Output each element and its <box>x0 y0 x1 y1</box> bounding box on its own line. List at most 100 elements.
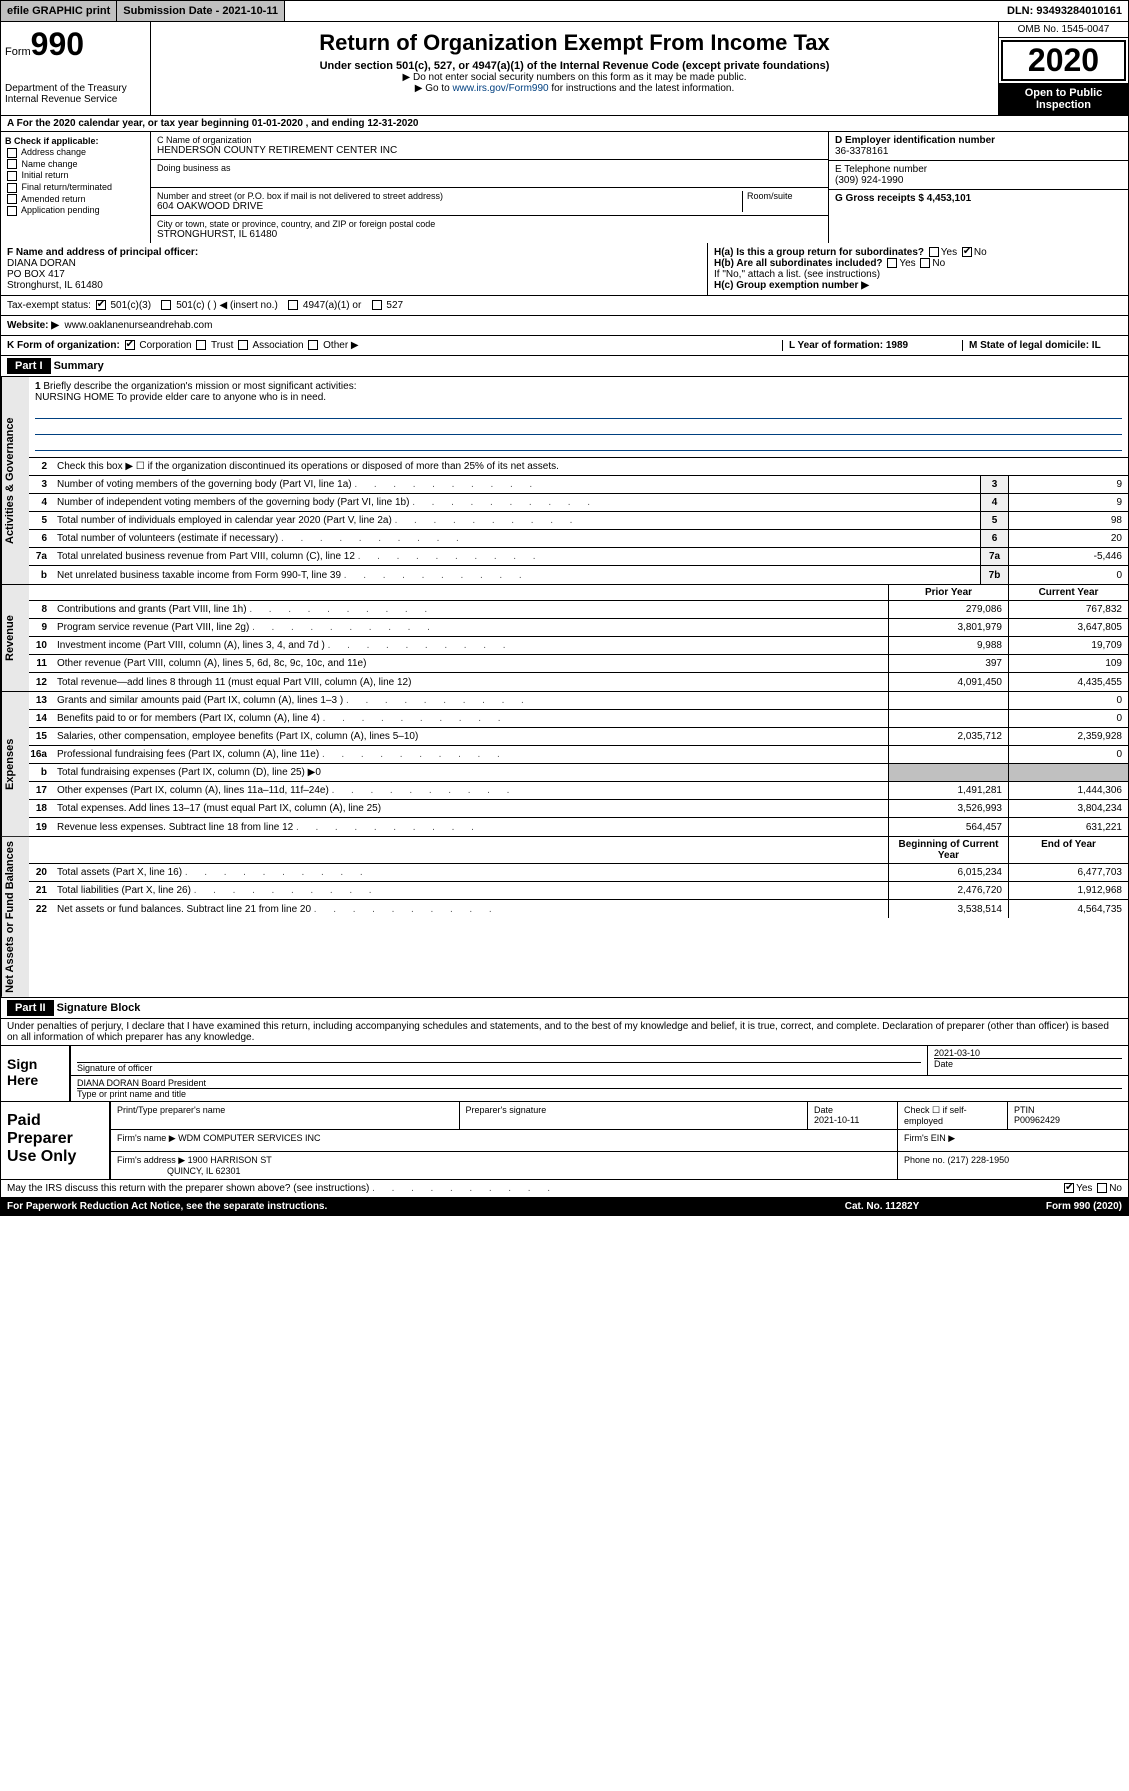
dba-cell: Doing business as <box>151 160 828 188</box>
kform-row: K Form of organization: Corporation Trus… <box>0 336 1129 356</box>
line-7a: Total unrelated business revenue from Pa… <box>53 549 980 564</box>
p12: 4,091,450 <box>888 673 1008 691</box>
chk-address-change[interactable]: Address change <box>5 147 146 158</box>
line-13: Grants and similar amounts paid (Part IX… <box>53 693 888 708</box>
website-row: Website: ▶ www.oaklanenurseandrehab.com <box>0 316 1129 336</box>
val-3: 9 <box>1008 476 1128 493</box>
p14 <box>888 710 1008 727</box>
p16a <box>888 746 1008 763</box>
website-value: www.oaklanenurseandrehab.com <box>65 320 213 331</box>
p15: 2,035,712 <box>888 728 1008 745</box>
chk-discuss-yes[interactable] <box>1064 1183 1074 1193</box>
ha-group-return: H(a) Is this a group return for subordin… <box>714 247 1122 258</box>
sig-date-label: Date <box>934 1058 1122 1069</box>
c22: 4,564,735 <box>1008 900 1128 918</box>
form-note-link: ▶ Go to www.irs.gov/Form990 for instruct… <box>155 83 994 94</box>
efile-button[interactable]: efile GRAPHIC print <box>1 1 117 21</box>
chk-501c[interactable] <box>161 300 171 310</box>
tax-status-label: Tax-exempt status: <box>7 300 91 311</box>
line-15: Salaries, other compensation, employee b… <box>53 729 888 744</box>
sig-date: 2021-03-10 <box>934 1048 1122 1058</box>
footer-bar: For Paperwork Reduction Act Notice, see … <box>0 1198 1129 1216</box>
chk-final-return[interactable]: Final return/terminated <box>5 182 146 193</box>
p8: 279,086 <box>888 601 1008 618</box>
p18: 3,526,993 <box>888 800 1008 817</box>
p17: 1,491,281 <box>888 782 1008 799</box>
officer-addr1: PO BOX 417 <box>7 269 65 280</box>
officer-name: DIANA DORAN <box>7 258 76 269</box>
mission-block: 1 Briefly describe the organization's mi… <box>29 377 1128 458</box>
cat-no: Cat. No. 11282Y <box>792 1201 972 1212</box>
identity-grid: B Check if applicable: Address change Na… <box>0 132 1129 243</box>
side-revenue: Revenue <box>1 585 29 691</box>
p13 <box>888 692 1008 709</box>
line-20: Total assets (Part X, line 16) <box>53 865 888 880</box>
p21: 2,476,720 <box>888 882 1008 899</box>
chk-assoc[interactable] <box>238 340 248 350</box>
p20: 6,015,234 <box>888 864 1008 881</box>
topbar: efile GRAPHIC print Submission Date - 20… <box>0 0 1129 22</box>
tax-year: 2020 <box>1001 40 1126 81</box>
c8: 767,832 <box>1008 601 1128 618</box>
part1: Part I Summary Activities & Governance 1… <box>0 356 1129 998</box>
firm-addr1: 1900 HARRISON ST <box>188 1155 272 1165</box>
c16a: 0 <box>1008 746 1128 763</box>
submission-date: Submission Date - 2021-10-11 <box>117 1 285 21</box>
col-b-label: B Check if applicable: <box>5 136 146 146</box>
chk-trust[interactable] <box>196 340 206 350</box>
line-21: Total liabilities (Part X, line 26) <box>53 883 888 898</box>
val-4: 9 <box>1008 494 1128 511</box>
c21: 1,912,968 <box>1008 882 1128 899</box>
line-10: Investment income (Part VIII, column (A)… <box>53 638 888 653</box>
declaration: Under penalties of perjury, I declare th… <box>1 1019 1128 1045</box>
inspection-label: Open to Public Inspection <box>999 83 1128 115</box>
chk-initial-return[interactable]: Initial return <box>5 170 146 181</box>
c16b <box>1008 764 1128 781</box>
year-formation: L Year of formation: 1989 <box>782 340 962 351</box>
form-title: Return of Organization Exempt From Incom… <box>155 30 994 56</box>
chk-name-change[interactable]: Name change <box>5 159 146 170</box>
chk-amended[interactable]: Amended return <box>5 194 146 205</box>
hdr-curr: Current Year <box>1008 585 1128 600</box>
c15: 2,359,928 <box>1008 728 1128 745</box>
line-4: Number of independent voting members of … <box>53 495 980 510</box>
chk-4947[interactable] <box>288 300 298 310</box>
col-b-checkboxes: B Check if applicable: Address change Na… <box>1 132 151 243</box>
sign-here-label: Sign Here <box>1 1046 71 1101</box>
c13: 0 <box>1008 692 1128 709</box>
p22: 3,538,514 <box>888 900 1008 918</box>
chk-501c3[interactable] <box>96 300 106 310</box>
tax-status-row: Tax-exempt status: 501(c)(3) 501(c) ( ) … <box>0 296 1129 316</box>
form-number: Form990 <box>5 26 146 63</box>
firm-addr2: QUINCY, IL 62301 <box>167 1166 241 1176</box>
signature-block: Sign Here Signature of officer 2021-03-1… <box>0 1046 1129 1180</box>
line-8: Contributions and grants (Part VIII, lin… <box>53 602 888 617</box>
side-governance: Activities & Governance <box>1 377 29 584</box>
line-5: Total number of individuals employed in … <box>53 513 980 528</box>
city-cell: City or town, state or province, country… <box>151 216 828 243</box>
line-12: Total revenue—add lines 8 through 11 (mu… <box>53 675 888 690</box>
discuss-row: May the IRS discuss this return with the… <box>0 1180 1129 1198</box>
discuss-question: May the IRS discuss this return with the… <box>7 1183 1062 1194</box>
chk-pending[interactable]: Application pending <box>5 205 146 216</box>
chk-corp[interactable] <box>125 340 135 350</box>
prep-name-hdr: Print/Type preparer's name <box>111 1102 460 1129</box>
chk-discuss-no[interactable] <box>1097 1183 1107 1193</box>
line-7b: Net unrelated business taxable income fr… <box>53 568 980 583</box>
chk-527[interactable] <box>372 300 382 310</box>
paid-preparer-label: Paid Preparer Use Only <box>1 1102 111 1179</box>
part1-title: Summary <box>54 360 104 372</box>
line-3: Number of voting members of the governin… <box>53 477 980 492</box>
firm-phone: Phone no. (217) 228-1950 <box>898 1152 1128 1179</box>
chk-other[interactable] <box>308 340 318 350</box>
c11: 109 <box>1008 655 1128 672</box>
c10: 19,709 <box>1008 637 1128 654</box>
val-6: 20 <box>1008 530 1128 547</box>
hb-note: If "No," attach a list. (see instruction… <box>714 269 1122 280</box>
omb-number: OMB No. 1545-0047 <box>999 22 1128 38</box>
phone-cell: E Telephone number(309) 924-1990 <box>829 161 1128 190</box>
ein-cell: D Employer identification number36-33781… <box>829 132 1128 161</box>
form-note-ssn: ▶ Do not enter social security numbers o… <box>155 72 994 83</box>
state-domicile: M State of legal domicile: IL <box>962 340 1122 351</box>
irs-link[interactable]: www.irs.gov/Form990 <box>452 83 548 94</box>
